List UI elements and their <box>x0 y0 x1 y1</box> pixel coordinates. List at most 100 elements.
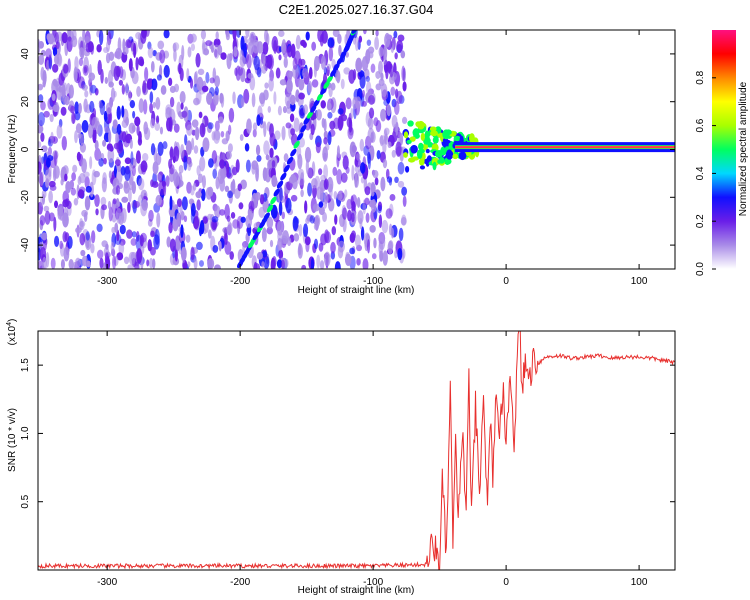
spectrogram-noise-cell <box>255 144 261 156</box>
spectrogram-noise-cell <box>162 141 168 150</box>
spectrogram-noise-cell <box>356 197 361 208</box>
spectrogram-noise-cell <box>99 99 106 116</box>
spectrogram-noise-cell <box>258 206 266 218</box>
spectrogram-noise-cell <box>61 136 67 151</box>
spectrogram-noise-cell <box>150 143 156 156</box>
spectrogram-noise-cell <box>82 30 86 42</box>
spectrogram-noise-cell <box>181 247 186 264</box>
spectrogram-noise-cell <box>346 198 353 210</box>
spectrogram-noise-cell <box>249 31 256 44</box>
spectrogram-noise-cell <box>332 30 340 38</box>
spectrogram-noise-cell <box>208 158 214 168</box>
spectrogram-turbulence-cell <box>412 128 420 138</box>
spectrogram-turbulence-cell <box>425 148 430 154</box>
spectrogram-noise-cell <box>387 141 392 149</box>
spectrogram-noise-cell <box>293 117 300 132</box>
spectrogram-noise-cell <box>269 147 274 158</box>
spectrogram-noise-cell <box>54 235 60 248</box>
spectrogram-turbulence-cell <box>445 150 454 160</box>
snr-xtick-label: -200 <box>230 577 250 588</box>
spectrogram-noise-cell <box>265 154 270 161</box>
spectrogram-noise-cell <box>53 216 57 232</box>
spectrogram-noise-cell <box>380 176 386 192</box>
spectrogram-noise-cell <box>185 140 192 155</box>
spectrogram-noise-cell <box>230 211 236 219</box>
spectrogram-noise-cell <box>138 130 142 143</box>
spectrogram-noise-cell <box>324 229 330 244</box>
spectrogram-noise-cell <box>180 102 184 110</box>
spectrogram-noise-cell <box>359 138 365 152</box>
spectrogram-noise-cell <box>150 179 154 188</box>
spectrogram-noise-cell <box>200 188 206 202</box>
spectrogram-noise-cell <box>384 32 391 48</box>
spectrogram-noise-cell <box>38 112 45 127</box>
spectrogram-noise-cell <box>375 30 379 37</box>
spectrogram-noise-cell <box>38 83 44 91</box>
spectrogram-noise-cell <box>137 194 145 207</box>
spectrogram-chirp-cell <box>276 180 284 189</box>
spectrogram-noise-cell <box>225 32 230 41</box>
spectrogram-noise-cell <box>215 31 219 40</box>
spectrogram-chirp-cell <box>310 104 317 113</box>
spectrogram-noise-cell <box>57 207 62 220</box>
snr-x-label: Height of straight line (km) <box>298 585 415 596</box>
spectrogram-noise-cell <box>155 115 160 124</box>
spectrogram-noise-cell <box>347 126 354 140</box>
spectrogram-noise-cell <box>169 195 173 211</box>
spectrogram-noise-cell <box>237 183 243 192</box>
spectrogram-noise-cell <box>74 111 81 121</box>
snr-series-line <box>38 331 675 570</box>
spectrogram-noise-cell <box>328 46 334 62</box>
spectrogram-noise-cell <box>62 89 67 105</box>
spectrogram-noise-cell <box>86 260 91 268</box>
spectrogram-noise-cell <box>191 119 199 128</box>
spectrogram-noise-cell <box>52 104 60 113</box>
spectrogram-noise-cell <box>196 199 201 211</box>
spectrogram-noise-cell <box>383 127 390 136</box>
spectrogram-noise-cell <box>121 196 129 203</box>
spectrogram-noise-cell <box>79 142 86 153</box>
spectrogram-noise-cell <box>194 70 199 85</box>
spectrogram-noise-cell <box>43 205 50 212</box>
spectrogram-carrier-band <box>455 146 675 148</box>
spectrogram-noise-cell <box>185 234 191 243</box>
spectrogram-noise-cell <box>77 132 82 139</box>
spectrogram-noise-cell <box>261 227 267 243</box>
spectrogram-noise-cell <box>45 178 50 188</box>
spectrogram-noise-cell <box>271 35 279 52</box>
spectrogram-noise-cell <box>292 215 299 232</box>
spectrogram-noise-cell <box>132 110 136 119</box>
spectrogram-noise-cell <box>108 51 115 62</box>
spectrogram-noise-cell <box>96 44 102 53</box>
spectrogram-noise-cell <box>301 264 307 269</box>
spectrogram-noise-cell <box>323 118 327 132</box>
spectrogram-noise-cell <box>226 53 232 70</box>
spectrogram-noise-cell <box>297 177 305 186</box>
spectrogram-noise-cell <box>271 179 279 187</box>
spectrogram-noise-cell <box>290 43 296 59</box>
spectrogram-noise-cell <box>330 82 336 91</box>
colorbar-gradient <box>712 30 736 269</box>
snr-ytick-label: 1.5 <box>20 358 31 372</box>
spectrogram-noise-cell <box>377 204 382 214</box>
spectrogram-noise-cell <box>105 243 109 250</box>
spectrogram-noise-cell <box>177 111 182 118</box>
spectrogram-noise-cell <box>109 145 114 152</box>
spectrogram-noise-cell <box>95 208 99 216</box>
spectrogram-noise-cell <box>376 149 381 160</box>
spectrogram-noise-cell <box>41 145 48 153</box>
spectrogram-noise-cell <box>315 142 321 154</box>
spectrogram-noise-cell <box>178 164 184 174</box>
spectrogram-noise-cell <box>38 161 42 175</box>
spectrogram-noise-cell <box>149 91 154 104</box>
spectrogram-x-ticks: -300 -200 -100 0 100 <box>97 30 648 287</box>
spectrogram-noise-cell <box>79 220 86 227</box>
spectrogram-noise-cell <box>147 46 154 59</box>
spectrogram-noise-cell <box>64 173 68 182</box>
spectrogram-chirp-cell <box>336 57 344 65</box>
spectrogram-noise-cell <box>152 161 159 175</box>
spectrogram-turbulence-cell <box>432 143 438 150</box>
spectrogram-noise-cell <box>193 258 198 269</box>
spectrogram-noise-cell <box>220 52 227 60</box>
spectrogram-noise-cell <box>142 152 149 162</box>
